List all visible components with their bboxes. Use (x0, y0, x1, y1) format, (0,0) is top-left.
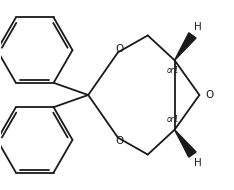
Text: H: H (194, 158, 201, 168)
Text: or1: or1 (167, 66, 179, 75)
Polygon shape (175, 130, 196, 157)
Text: O: O (116, 136, 124, 146)
Text: O: O (116, 44, 124, 54)
Polygon shape (175, 33, 196, 60)
Text: O: O (205, 90, 213, 100)
Text: or1: or1 (167, 115, 179, 124)
Text: H: H (194, 22, 201, 32)
